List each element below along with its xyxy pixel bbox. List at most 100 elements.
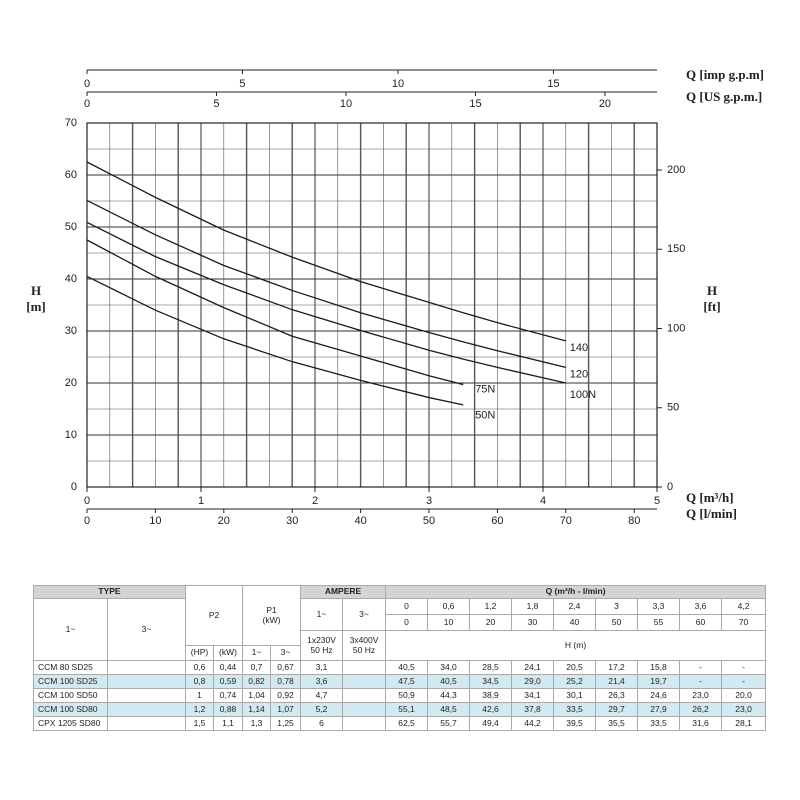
curve-label: 120 (570, 368, 588, 380)
cell-text: 70 (738, 616, 749, 627)
header-cell: (kW) (213, 645, 244, 661)
table-cell: 34,5 (469, 674, 513, 689)
cell-text: 48,5 (440, 703, 457, 714)
x-tick-label: 15 (547, 78, 559, 90)
cell-text: 40,5 (398, 661, 415, 672)
data-table: TYPE P2 P1 (kW) AMPERE Q (m³/h - l/min) 1~ 3~ 1~… (32, 585, 767, 731)
table-cell: 28,1 (721, 716, 767, 731)
x-tick-label: 0 (84, 98, 90, 110)
header-cell: 60 (679, 614, 723, 631)
cell-text: 62,5 (398, 717, 415, 728)
cell-text: 39,5 (566, 717, 583, 728)
table-cell: 26,3 (595, 688, 639, 703)
y-tick-label: 60 (65, 169, 77, 181)
table-cell: 26,2 (679, 702, 723, 717)
cell-text: 0,59 (219, 675, 237, 686)
x-tick-label: 0 (84, 78, 90, 90)
table-cell: 37,8 (511, 702, 555, 717)
table-cell: 1,14 (242, 702, 272, 717)
cell-text: 3,3 (652, 600, 665, 611)
y2-axis-title: H (707, 283, 717, 298)
table-row: CCM 100 SD25 0,8 0,59 0,82 0,78 3,6 47,5 40,5 34… (33, 674, 767, 689)
cell-text: 0,67 (277, 661, 294, 672)
x-tick-label: 80 (628, 515, 640, 527)
cell-text: CCM 100 SD80 (38, 703, 98, 714)
x-tick-label: 0 (84, 495, 90, 507)
cell-text: 0,6 (442, 600, 455, 611)
cell-text: 20 (485, 616, 496, 627)
header-cell: 70 (721, 614, 767, 631)
table-cell: 0,88 (213, 702, 244, 717)
cell-text: 55,7 (440, 717, 457, 728)
header-cell: 10 (427, 614, 471, 631)
cell-text: 19,7 (650, 675, 667, 686)
x-tick-label: 10 (392, 78, 404, 90)
table-cell: 49,4 (469, 716, 513, 731)
cell-text: 5,2 (315, 703, 328, 714)
cell-text: 34,0 (440, 661, 457, 672)
table-cell: 0,6 (185, 660, 215, 675)
table-cell: 44,2 (511, 716, 555, 731)
table-cell: 0,92 (270, 688, 302, 703)
cell-text: 28,1 (735, 717, 752, 728)
cell-text: 30,1 (566, 689, 583, 700)
table-cell (342, 660, 387, 675)
table-cell: 0,78 (270, 674, 302, 689)
table-cell: 44,3 (427, 688, 471, 703)
table-cell: 0,67 (270, 660, 302, 675)
y2-tick-label: 150 (667, 243, 685, 255)
cell-text: 40,5 (440, 675, 457, 686)
table-cell: 1,3 (242, 716, 272, 731)
header-cell: 20 (469, 614, 513, 631)
table-cell: 17,2 (595, 660, 639, 675)
table-cell: 55,7 (427, 716, 471, 731)
table-cell: - (721, 674, 767, 689)
table-row: 1~ 3~ 1~ 3~ 0 0,6 1,2 1,8 2,4 3 3,3 3,6 4,2 (33, 598, 767, 661)
table-cell: 20,5 (553, 660, 597, 675)
table-cell: 27,9 (637, 702, 681, 717)
cell-text: 50 Hz (310, 644, 333, 655)
cell-text: 34,1 (524, 689, 541, 700)
x-axis-title: Q [US g.p.m.] (686, 89, 762, 104)
cell-text: 31,6 (692, 717, 709, 728)
table-row: CCM 80 SD25 0,6 0,44 0,7 0,67 3,1 40,5 34,0 28,5… (33, 660, 767, 675)
x-tick-label: 5 (239, 78, 245, 90)
cell-text: 1,8 (526, 600, 539, 611)
cell-text: CCM 80 SD25 (38, 661, 93, 672)
table-row: CCM 100 SD50 1 0,74 1,04 0,92 4,7 50,9 44,3 38,9… (33, 688, 767, 703)
cell-text: 42,6 (482, 703, 499, 714)
cell-text: 50 Hz (352, 644, 376, 655)
table-row: CPX 1205 SD80 1,5 1,1 1,3 1,25 6 62,5 55,7 49,4 4… (33, 716, 767, 731)
table-cell: CCM 80 SD25 (33, 660, 108, 675)
header-cell: P2 (185, 585, 244, 646)
table-cell: 0,8 (185, 674, 215, 689)
header-cell: 1~ (242, 645, 272, 661)
cell-text: 3,1 (315, 661, 328, 672)
cell-text: 1~ (65, 623, 76, 634)
table-cell: - (721, 660, 767, 675)
cell-text: - (742, 661, 745, 672)
header-cell: 2,4 (553, 598, 597, 615)
table-cell: CPX 1205 SD80 (33, 716, 108, 731)
header-cell: 50 (595, 614, 639, 631)
cell-text: 4,2 (737, 600, 750, 611)
cell-text: 24,6 (650, 689, 667, 700)
y-tick-label: 20 (65, 377, 77, 389)
table-cell: 5,2 (300, 702, 344, 717)
table-cell: 0,7 (242, 660, 272, 675)
y-tick-label: 30 (65, 325, 77, 337)
cell-text: 10 (443, 616, 454, 627)
header-cell: 0 (385, 614, 429, 631)
x-tick-label: 10 (149, 515, 161, 527)
header-cell: 3~ (270, 645, 302, 661)
cell-text: 15,8 (650, 661, 667, 672)
cell-text: 20,5 (566, 661, 583, 672)
x-tick-label: 60 (491, 515, 503, 527)
table-cell: 30,1 (553, 688, 597, 703)
table-cell: 39,5 (553, 716, 597, 731)
header-cell: TYPE (32, 585, 187, 599)
header-cell: 1x230V 50 Hz (300, 630, 344, 661)
table-cell: 50,9 (385, 688, 429, 703)
cell-text: 0,88 (219, 703, 237, 714)
cell-text: 1,14 (248, 703, 265, 714)
